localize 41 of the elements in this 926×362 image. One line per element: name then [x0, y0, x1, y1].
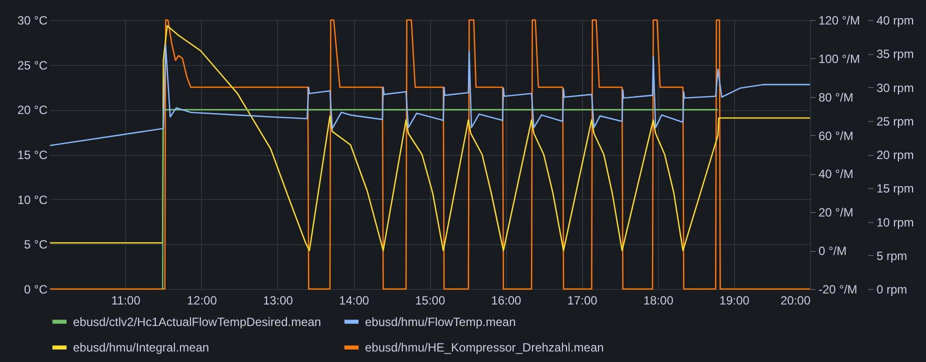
- x-tick-label: 13:00: [262, 294, 294, 308]
- y2-tick-label: 0 °/M: [818, 244, 847, 258]
- legend-label: ebusd/ctlv2/Hc1ActualFlowTempDesired.mean: [73, 314, 322, 329]
- legend-label: ebusd/hmu/HE_Kompressor_Drehzahl.mean: [365, 340, 604, 354]
- x-tick-label: 16:00: [491, 294, 522, 308]
- y3-tick-label: 25 rpm: [876, 114, 914, 128]
- y2-tick-label: 80 °/M: [818, 90, 854, 104]
- y-tick-label: 0 °C: [24, 282, 48, 296]
- line-series: [49, 44, 811, 146]
- line-series: [49, 19, 811, 290]
- y-tick-label: 30 °C: [17, 14, 48, 28]
- y-tick-label: 25 °C: [17, 58, 48, 72]
- y3-tick-label: 30 rpm: [876, 80, 914, 95]
- y-tick-label: 10 °C: [17, 192, 48, 207]
- x-tick-label: 12:00: [186, 294, 218, 308]
- y2-tick-label: -20 °/M: [818, 282, 858, 296]
- y2-tick-label: 60 °/M: [818, 128, 854, 143]
- x-tick-label: 19:00: [719, 294, 750, 308]
- y2-tick-label: 120 °/M: [818, 14, 860, 28]
- y-tick-label: 20 °C: [17, 103, 48, 118]
- x-tick-label: 17:00: [567, 294, 598, 308]
- y2-tick-label: 40 °/M: [818, 167, 854, 182]
- y-tick-label: 15 °C: [17, 148, 48, 162]
- y2-tick-label: 100 °/M: [818, 52, 860, 66]
- y3-tick-label: 15 rpm: [876, 182, 914, 196]
- line-series: [49, 25, 811, 252]
- y3-tick-label: 10 rpm: [876, 215, 914, 230]
- x-tick-label: 14:00: [339, 294, 370, 308]
- y3-tick-label: 40 rpm: [876, 14, 914, 28]
- y2-tick-label: 20 °/M: [818, 206, 854, 220]
- x-tick-label: 18:00: [643, 294, 674, 308]
- y3-tick-label: 20 rpm: [876, 148, 914, 162]
- x-tick-label: 15:00: [415, 294, 446, 308]
- x-tick-label: 11:00: [111, 294, 141, 308]
- y3-tick-label: 5 rpm: [876, 248, 908, 263]
- legend-label: ebusd/hmu/FlowTemp.mean: [365, 314, 516, 329]
- y-tick-label: 5 °C: [24, 238, 48, 252]
- legend-label: ebusd/hmu/Integral.mean: [73, 340, 210, 354]
- x-tick-label: 20:00: [780, 294, 811, 308]
- y3-tick-label: 0 rpm: [876, 282, 908, 296]
- y3-tick-label: 35 rpm: [876, 47, 914, 62]
